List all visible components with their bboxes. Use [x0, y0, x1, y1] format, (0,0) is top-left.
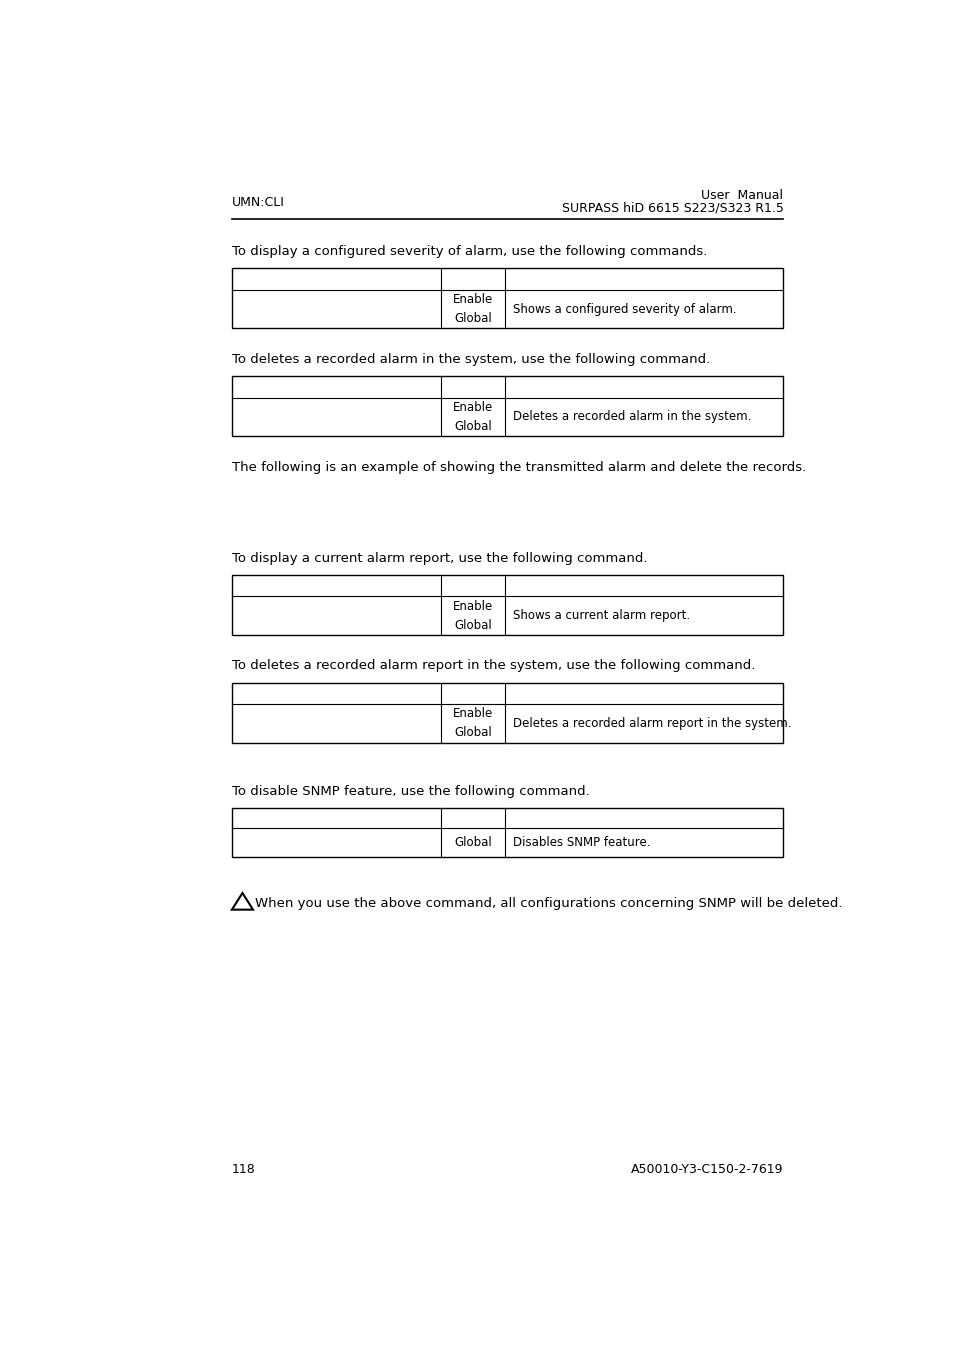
- Text: SURPASS hiD 6615 S223/S323 R1.5: SURPASS hiD 6615 S223/S323 R1.5: [561, 201, 782, 215]
- Text: To display a configured severity of alarm, use the following commands.: To display a configured severity of alar…: [232, 246, 706, 258]
- Text: Enable
Global: Enable Global: [453, 401, 493, 433]
- Text: To deletes a recorded alarm in the system, use the following command.: To deletes a recorded alarm in the syste…: [232, 352, 709, 366]
- Text: Enable
Global: Enable Global: [453, 707, 493, 740]
- Text: The following is an example of showing the transmitted alarm and delete the reco: The following is an example of showing t…: [232, 460, 805, 474]
- Text: 118: 118: [232, 1162, 255, 1176]
- Text: User  Manual: User Manual: [700, 189, 782, 202]
- Text: Shows a configured severity of alarm.: Shows a configured severity of alarm.: [512, 302, 736, 316]
- Text: Deletes a recorded alarm in the system.: Deletes a recorded alarm in the system.: [512, 410, 750, 424]
- Text: Global: Global: [454, 836, 492, 849]
- Bar: [232, 809, 782, 857]
- Text: Enable
Global: Enable Global: [453, 599, 493, 632]
- Text: UMN:CLI: UMN:CLI: [232, 196, 284, 208]
- Text: A50010-Y3-C150-2-7619: A50010-Y3-C150-2-7619: [630, 1162, 782, 1176]
- Text: To disable SNMP feature, use the following command.: To disable SNMP feature, use the followi…: [232, 784, 589, 798]
- Bar: [232, 377, 782, 436]
- Bar: [232, 575, 782, 634]
- Bar: [232, 269, 782, 328]
- Text: Enable
Global: Enable Global: [453, 293, 493, 325]
- Text: Shows a current alarm report.: Shows a current alarm report.: [512, 609, 689, 622]
- Text: To deletes a recorded alarm report in the system, use the following command.: To deletes a recorded alarm report in th…: [232, 659, 754, 672]
- Text: Deletes a recorded alarm report in the system.: Deletes a recorded alarm report in the s…: [512, 717, 790, 730]
- Text: Disables SNMP feature.: Disables SNMP feature.: [512, 836, 649, 849]
- Text: To display a current alarm report, use the following command.: To display a current alarm report, use t…: [232, 552, 646, 564]
- Text: When you use the above command, all configurations concerning SNMP will be delet: When you use the above command, all conf…: [254, 896, 841, 910]
- Bar: [232, 683, 782, 743]
